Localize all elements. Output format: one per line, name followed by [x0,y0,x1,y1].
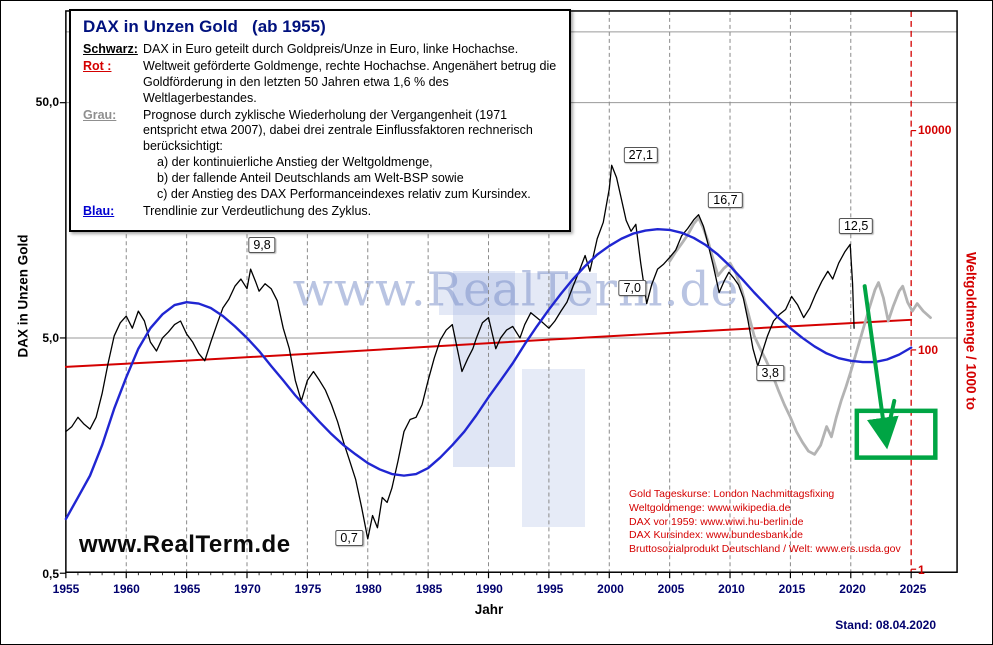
x-tick-label: 1970 [234,582,261,596]
legend-text-grau-b: b) der fallende Anteil Deutschlands am W… [157,171,464,185]
x-tick-label: 2020 [839,582,866,596]
source-notes: Gold Tageskurse: London Nachmittagsfixin… [629,488,949,557]
point-value-label: 3,8 [756,364,784,381]
x-tick-label: 2005 [657,582,685,596]
legend-text-grau: Prognose durch zyklische Wiederholung de… [143,108,559,203]
y-left-tick-label: 50,0 [35,95,59,109]
watermark-block [522,369,585,527]
x-tick-label: 1960 [113,582,140,596]
legend-box: DAX in Unzen Gold (ab 1955) Schwarz: DAX… [69,9,571,232]
x-tick-label: 2025 [899,582,927,596]
source-line: Bruttosozialprodukt Deutschland / Welt: … [629,543,901,556]
point-value-label: 27,1 [623,147,658,164]
y-right-tick-label: 1 [918,563,925,577]
x-tick-label: 1975 [294,582,322,596]
x-tick-label: 1985 [415,582,443,596]
site-logo-text: www.RealTerm.de [79,531,291,558]
legend-key-schwarz: Schwarz: [83,42,138,56]
legend-entry-schwarz: Schwarz: DAX in Euro geteilt durch Goldp… [83,42,559,58]
x-tick-label: 1965 [173,582,201,596]
legend-text-grau-main: Prognose durch zyklische Wiederholung de… [143,107,533,154]
x-tick-label: 2000 [597,582,624,596]
y-axis-title-right: Weltgoldmenge / 1000 to [963,251,979,411]
legend-entry-blau: Blau: Trendlinie zur Verdeutlichung des … [83,204,559,220]
legend-text-blau: Trendlinie zur Verdeutlichung des Zyklus… [143,203,372,218]
point-value-label: 9,8 [248,237,276,254]
legend-text-schwarz: DAX in Euro geteilt durch Goldpreis/Unze… [143,42,519,56]
x-tick-label: 1995 [536,582,564,596]
x-tick-label: 2010 [718,582,745,596]
chart-title: DAX in Unzen Gold (ab 1955) [83,17,326,36]
y-right-tick-label: 100 [918,343,939,357]
point-value-label: 16,7 [708,191,743,208]
source-line: DAX Kursindex: www.bundesbank.de [629,529,803,542]
point-value-label: 12,5 [838,218,874,235]
x-tick-label: 1990 [476,582,503,596]
y-right-tick-label: 10000 [918,123,952,137]
legend-key-blau: Blau: [83,203,115,218]
y-left-tick-label: 0,5 [42,567,59,581]
y-left-tick-label: 5,0 [42,331,59,345]
x-tick-label: 1980 [355,582,382,596]
date-stamp: Stand: 08.04.2020 [835,618,936,632]
legend-entry-grau: Grau: Prognose durch zyklische Wiederhol… [83,108,559,203]
point-value-label: 7,0 [618,280,646,297]
watermark-text: www.RealTerm.de [292,262,740,318]
source-line: Weltgoldmenge: www.wikipedia.de [629,501,791,514]
legend-key-rot: Rot : [83,58,112,73]
y-axis-title-left: DAX in Unzen Gold [15,234,31,358]
x-axis-title: Jahr [474,602,504,617]
source-line: Gold Tageskurse: London Nachmittagsfixin… [629,488,835,500]
legend-entry-rot: Rot : Weltweit geförderte Goldmenge, rec… [83,59,559,107]
legend-text-grau-c: c) der Anstieg des DAX Performanceindexe… [157,186,531,201]
x-tick-label: 1955 [52,582,80,596]
source-line: DAX vor 1959: www.wiwi.hu-berlin.de [629,515,804,528]
point-value-label: 0,7 [335,529,363,546]
legend-key-grau: Grau: [83,107,117,122]
legend-text-rot: Weltweit geförderte Goldmenge, rechte Ho… [143,58,557,105]
x-tick-label: 2015 [778,582,806,596]
legend-text-grau-a: a) der kontinuierliche Anstieg der Weltg… [157,155,433,170]
